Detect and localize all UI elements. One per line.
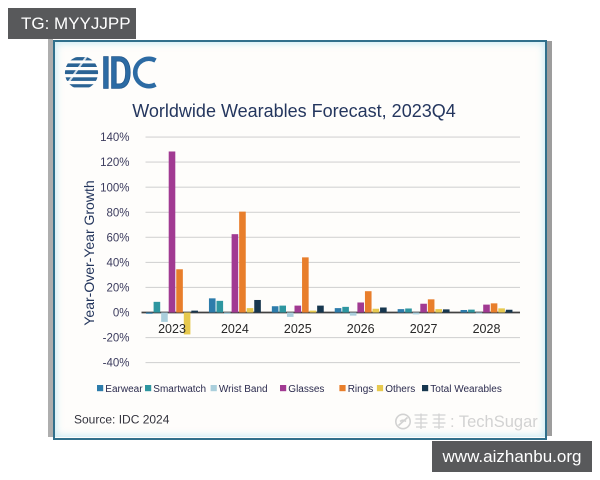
svg-text:Earwear: Earwear [105,384,143,395]
svg-text:2027: 2027 [410,322,438,336]
svg-text:Glasses: Glasses [288,384,324,395]
svg-text:-40%: -40% [103,358,130,370]
svg-text:0%: 0% [113,308,130,320]
svg-text:Others: Others [385,384,415,395]
svg-text:100%: 100% [100,182,129,194]
svg-text:Source: IDC 2024: Source: IDC 2024 [74,413,170,427]
svg-text:2024: 2024 [221,322,249,336]
svg-text:80%: 80% [106,207,129,219]
svg-text:140%: 140% [100,132,129,144]
svg-text:Total Wearables: Total Wearables [430,384,502,395]
svg-text:60%: 60% [106,232,129,244]
svg-text:Rings: Rings [348,384,374,395]
svg-text:: TechSugar: : TechSugar [450,413,538,431]
svg-text:Year-Over-Year Growth: Year-Over-Year Growth [81,180,97,325]
svg-text:-20%: -20% [103,333,130,345]
svg-text:120%: 120% [100,157,129,169]
svg-text:Wrist Band: Wrist Band [219,384,268,395]
svg-text:2025: 2025 [284,322,312,336]
svg-text:2023: 2023 [158,322,186,336]
svg-text:2026: 2026 [347,322,375,336]
svg-text:2028: 2028 [473,322,501,336]
svg-text:Smartwatch: Smartwatch [153,384,206,395]
svg-text:20%: 20% [106,283,129,295]
svg-text:40%: 40% [106,258,129,270]
